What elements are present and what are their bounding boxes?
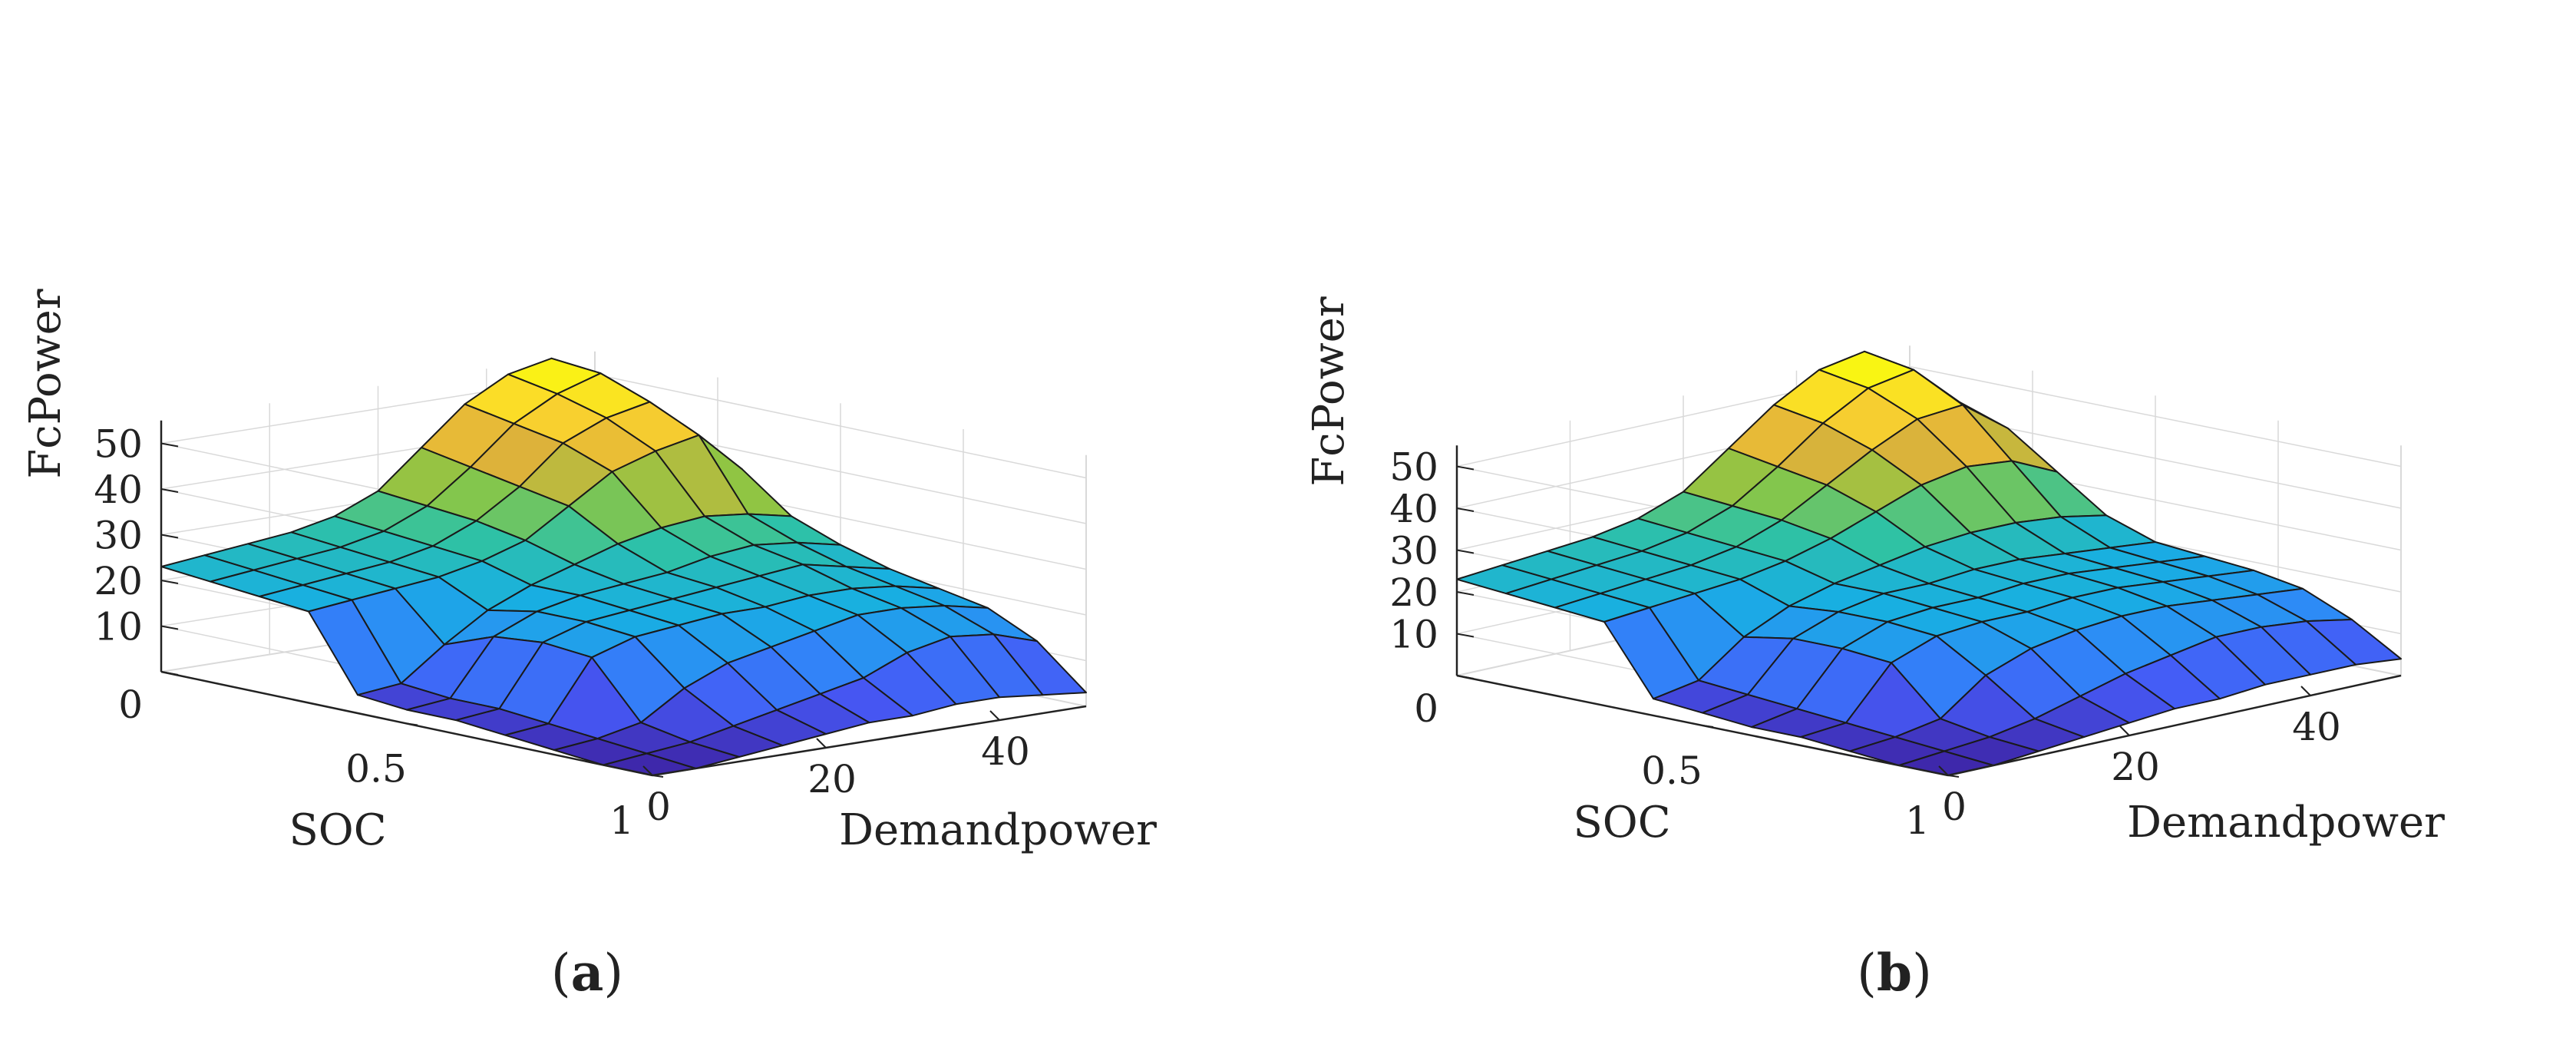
xlabel-a: SOC [289, 805, 386, 855]
soc-tick-label: 0.5 [1641, 749, 1702, 793]
demand-axis-line [652, 705, 1087, 777]
demand-tick-label: 0 [1942, 785, 1967, 829]
demand-tick [989, 710, 1000, 721]
z-tick [1456, 633, 1475, 638]
chart-panel-b: 0 10 20 30 40 50 0.5 1 0 20 40 FcPower SOC Demandp… [1288, 0, 2576, 1041]
z-tick-label: 50 [94, 422, 143, 467]
z-tick [160, 442, 179, 448]
demand-tick-label: 40 [981, 729, 1030, 774]
z-tick [160, 671, 179, 676]
demand-tick-label: 20 [2111, 745, 2160, 789]
z-tick-label: 30 [1389, 529, 1438, 573]
z-tick-label: 50 [1389, 445, 1438, 490]
z-tick [160, 580, 179, 584]
z-tick [1456, 591, 1475, 596]
panel-label-b: (b) [1857, 943, 1932, 1003]
z-tick-label: 20 [1389, 570, 1438, 615]
zlabel-b: FcPower [1304, 296, 1354, 486]
demand-tick [1938, 765, 1949, 776]
soc-tick-label: 1 [1905, 798, 1930, 843]
z-tick [1456, 675, 1475, 679]
z-tick [160, 625, 179, 630]
demand-tick-label: 0 [646, 785, 671, 829]
z-tick-label: 0 [1414, 686, 1438, 731]
panel-label-a: (a) [551, 943, 623, 1003]
z-tick-label: 40 [1389, 487, 1438, 531]
ylabel-a: Demandpower [839, 805, 1157, 855]
ylabel-b: Demandpower [2127, 798, 2445, 848]
z-tick-label: 40 [94, 468, 143, 512]
chart-panel-a: 0 10 20 30 40 50 0.5 1 0 20 40 FcPower SOC Demandp… [21, 289, 1157, 1003]
xlabel-b: SOC [1573, 798, 1670, 848]
z-tick-label: 10 [1389, 613, 1438, 657]
z-tick-label: 0 [118, 682, 143, 727]
soc-tick [406, 722, 418, 726]
demand-tick [2300, 686, 2311, 696]
soc-tick [1702, 725, 1714, 728]
demand-tick [2119, 725, 2130, 736]
zlabel-a: FcPower [21, 289, 71, 478]
z-tick [160, 534, 179, 539]
z-tick-label: 20 [94, 559, 143, 603]
demand-tick [816, 738, 827, 749]
soc-tick-label: 1 [609, 798, 634, 843]
demand-tick [642, 765, 653, 776]
demand-tick-label: 40 [2292, 705, 2341, 749]
z-tick [160, 488, 179, 493]
demand-tick-label: 20 [807, 757, 857, 801]
z-tick-label: 10 [94, 605, 143, 649]
soc-tick [652, 775, 664, 778]
soc-tick [1947, 775, 1960, 778]
demand-axis-line [1947, 674, 2402, 777]
z-tick-label: 30 [94, 514, 143, 558]
z-tick [1456, 549, 1475, 554]
z-tick [1456, 465, 1475, 471]
z-tick [1456, 507, 1475, 512]
soc-tick-label: 0.5 [345, 747, 407, 791]
